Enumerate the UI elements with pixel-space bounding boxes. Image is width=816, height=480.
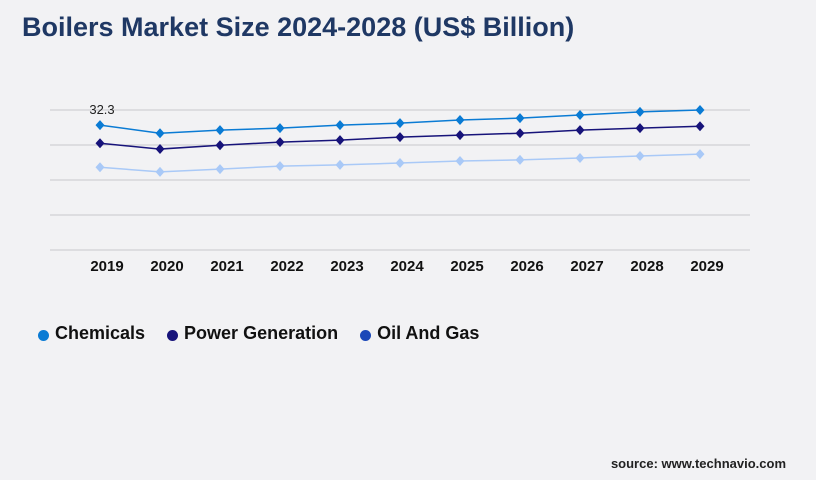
data-point bbox=[695, 105, 705, 115]
data-point bbox=[275, 161, 285, 172]
data-point bbox=[575, 152, 585, 163]
data-point bbox=[215, 140, 225, 151]
data-point bbox=[455, 156, 465, 167]
data-point bbox=[155, 144, 165, 155]
data-label: 32.3 bbox=[89, 102, 114, 117]
data-point bbox=[515, 128, 525, 139]
data-point bbox=[215, 164, 225, 175]
x-tick-label: 2029 bbox=[690, 258, 723, 275]
data-point bbox=[455, 130, 465, 141]
data-point bbox=[635, 106, 645, 117]
legend: Chemicals Power Generation Oil And Gas bbox=[38, 323, 479, 344]
x-tick-label: 2025 bbox=[450, 258, 483, 275]
data-point bbox=[455, 115, 465, 126]
data-point bbox=[95, 162, 105, 173]
data-point bbox=[575, 125, 585, 136]
x-tick-label: 2019 bbox=[90, 258, 123, 275]
legend-label: Chemicals bbox=[55, 323, 146, 343]
x-tick-label: 2027 bbox=[570, 258, 603, 275]
x-tick-label: 2022 bbox=[270, 258, 303, 275]
legend-item-oil-and-gas[interactable]: Oil And Gas bbox=[360, 323, 479, 344]
x-tick-label: 2024 bbox=[390, 258, 424, 275]
data-point bbox=[335, 120, 345, 131]
data-point bbox=[395, 157, 405, 168]
legend-marker bbox=[167, 330, 179, 341]
legend-item-power-generation[interactable]: Power Generation bbox=[167, 323, 338, 344]
legend-marker bbox=[38, 330, 49, 341]
data-point bbox=[335, 135, 345, 146]
line-chart: 2019 2020 2021 2022 2023 2024 2025 2026 2027 2028… bbox=[50, 102, 750, 275]
data-point bbox=[155, 128, 165, 139]
legend-marker bbox=[360, 330, 372, 341]
data-point bbox=[275, 123, 285, 134]
data-point bbox=[695, 149, 705, 160]
x-tick-label: 2020 bbox=[150, 258, 183, 275]
data-point bbox=[515, 113, 525, 124]
data-point bbox=[395, 132, 405, 143]
legend-item-chemicals[interactable]: Chemicals bbox=[38, 323, 145, 344]
data-point bbox=[395, 118, 405, 129]
data-point bbox=[95, 120, 105, 131]
data-point bbox=[575, 110, 585, 121]
data-point bbox=[515, 154, 525, 165]
data-point bbox=[695, 121, 705, 132]
chart-title: Boilers Market Size 2024-2028 (US$ Billi… bbox=[22, 12, 575, 42]
data-point bbox=[155, 166, 165, 177]
data-point bbox=[95, 138, 105, 149]
x-tick-label: 2026 bbox=[510, 258, 543, 275]
source-text: source: www.technavio.com bbox=[610, 456, 786, 471]
x-tick-label: 2028 bbox=[630, 258, 663, 275]
x-tick-label: 2021 bbox=[210, 258, 243, 275]
data-point bbox=[635, 151, 645, 162]
data-point bbox=[635, 123, 645, 134]
data-point bbox=[275, 137, 285, 148]
x-tick-label: 2023 bbox=[330, 258, 363, 275]
data-point bbox=[335, 159, 345, 170]
legend-label: Oil And Gas bbox=[377, 323, 480, 343]
data-point bbox=[215, 125, 225, 136]
legend-label: Power Generation bbox=[184, 323, 339, 343]
